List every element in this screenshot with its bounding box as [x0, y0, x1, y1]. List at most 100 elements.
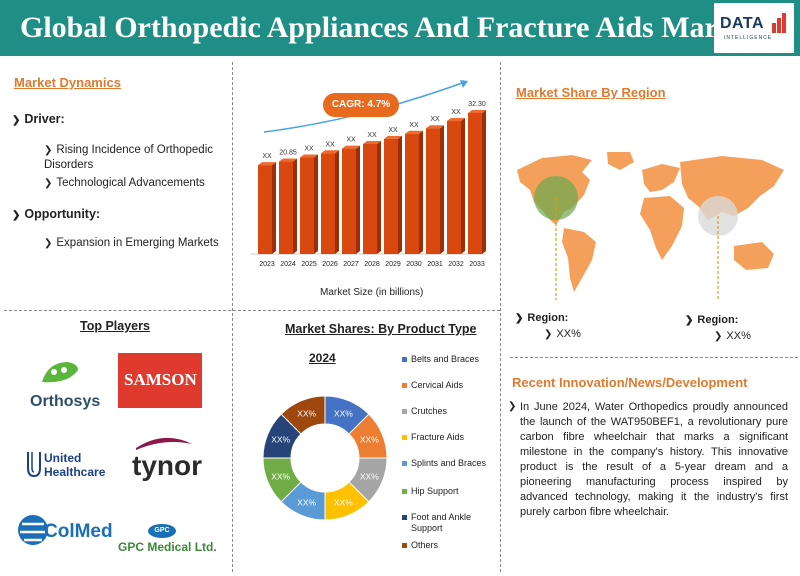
player-samson: SAMSON: [124, 370, 197, 389]
bar-value-label: XX: [409, 122, 419, 129]
bar-2032: [447, 121, 461, 254]
region-left-value: ❯ XX%: [544, 328, 581, 340]
bar-top: [447, 118, 465, 122]
united-healthcare-logo-icon: [27, 452, 41, 478]
legend-label: Hip Support: [411, 486, 459, 496]
bar-value-label: XX: [367, 132, 377, 139]
page-title: Global Orthopedic Appliances And Fractur…: [20, 11, 758, 44]
bar-value-label: XX: [388, 127, 398, 134]
divider-mid-right: [510, 357, 798, 358]
bar-side: [272, 162, 276, 254]
bar-side: [314, 154, 318, 254]
product-type-donut-chart: XX% XX% XX% XX% XX% XX% XX% XX%: [262, 395, 388, 521]
legend-label: Others: [411, 540, 439, 550]
region-right-value-text: XX%: [726, 330, 751, 342]
driver-text: Technological Advancements: [56, 177, 205, 189]
bar-value-label: XX: [430, 116, 440, 123]
cagr-annotation: CAGR: 4.7%: [323, 93, 399, 117]
greenland-shape: [607, 152, 634, 170]
bar-2033: [468, 112, 482, 254]
donut-slice-label: XX%: [297, 409, 316, 419]
driver-item: ❯ Rising Incidence of Orthopedic Disorder…: [44, 143, 224, 173]
bar-value-label: XX: [262, 153, 272, 160]
bar-side: [398, 135, 402, 254]
driver-heading: ❯ Driver:: [12, 112, 65, 126]
donut-slice-label: XX%: [271, 435, 290, 445]
donut-slice-label: XX%: [297, 497, 316, 507]
bar-category-label: 2033: [469, 261, 485, 268]
player-tynor: tynor: [132, 450, 202, 481]
bar-2030: [405, 133, 419, 254]
bar-side: [293, 158, 297, 254]
colmed-globe-icon: [18, 515, 48, 545]
donut-slice-label: XX%: [271, 471, 290, 481]
bar-side: [461, 118, 465, 254]
bar-top: [468, 109, 486, 113]
donut-year: 2024: [309, 351, 336, 365]
innovation-text: In June 2024, Water Orthopedics proudly …: [520, 401, 788, 518]
bar-top: [363, 140, 381, 144]
legend-label: Splints and Braces: [411, 458, 487, 468]
bar-top: [321, 150, 339, 154]
legend-label: Crutches: [411, 406, 448, 416]
bar-value-label: XX: [451, 109, 461, 116]
south-america-shape: [562, 228, 596, 292]
australia-shape: [734, 242, 774, 270]
bar-2024: [279, 161, 293, 254]
world-map: [517, 152, 784, 300]
opportunity-text: Expansion in Emerging Markets: [56, 237, 219, 249]
bar-value-label: XX: [304, 146, 314, 153]
donut-slice-label: XX%: [360, 471, 379, 481]
divider-right: [500, 62, 501, 572]
legend-swatch: [402, 543, 407, 548]
player-colmed: ColMed: [44, 521, 113, 542]
africa-shape: [640, 196, 684, 260]
bar-2028: [363, 143, 377, 254]
legend-swatch: [402, 461, 407, 466]
donut-title: Market Shares: By Product Type: [285, 322, 477, 336]
bar-category-label: 2029: [385, 261, 401, 268]
players-title: Top Players: [80, 319, 150, 333]
bar-2025: [300, 157, 314, 254]
opportunity-heading: ❯ Opportunity:: [12, 207, 100, 221]
logo-bars-icon: [772, 13, 786, 33]
region-left-label-text: Region:: [527, 312, 569, 324]
player-orthosys: Orthosys: [30, 393, 101, 410]
driver-label: Driver:: [24, 112, 65, 126]
bar-side: [419, 130, 423, 254]
europe-shape: [642, 164, 680, 192]
bar-2026: [321, 153, 335, 254]
bar-side: [377, 140, 381, 254]
bar-category-label: 2028: [364, 261, 380, 268]
chevron-right-icon: ❯: [508, 401, 517, 412]
driver-item: ❯ Technological Advancements: [44, 176, 224, 191]
legend-label: Cervical Aids: [411, 380, 464, 390]
opportunity-label: Opportunity:: [24, 207, 101, 221]
driver-text: Rising Incidence of Orthopedic Disorders: [44, 144, 214, 171]
donut-slice-label: XX%: [334, 497, 353, 507]
gpc-badge: GPC: [148, 524, 176, 538]
legend-swatch: [402, 435, 407, 440]
opportunity-item: ❯ Expansion in Emerging Markets: [44, 236, 229, 251]
bar-side: [482, 109, 486, 254]
region-left-label: ❯ Region:: [515, 312, 568, 324]
region-title: Market Share By Region: [516, 85, 666, 100]
bar-category-label: 2032: [448, 261, 464, 268]
datam-logo: DATA INTELLIGENCE: [714, 3, 794, 53]
chevron-right-icon: ❯: [44, 238, 53, 249]
region-right-label-text: Region:: [697, 314, 739, 326]
bar-value-label: 32.30: [468, 101, 486, 108]
header-bar: Global Orthopedic Appliances And Fractur…: [0, 0, 800, 56]
bar-top: [258, 162, 276, 166]
bar-top: [405, 130, 423, 134]
chevron-right-icon: ❯: [515, 313, 524, 324]
orthosys-logo-icon: [42, 362, 78, 383]
bar-category-label: 2031: [427, 261, 443, 268]
legend-swatch: [402, 409, 407, 414]
united-healthcare-text: United Healthcare: [44, 451, 106, 479]
bar-top: [279, 158, 297, 162]
legend-swatch: [402, 383, 407, 388]
legend-label: Foot and Ankle Support: [411, 512, 472, 533]
bar-2027: [342, 148, 356, 254]
legend-label: Fracture Aids: [411, 432, 465, 442]
